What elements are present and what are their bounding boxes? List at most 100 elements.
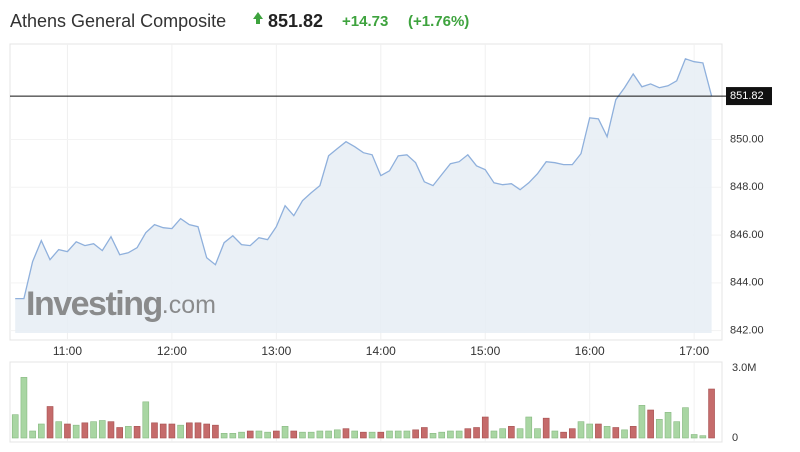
- y-tick-label: 850.00: [730, 133, 764, 145]
- volume-bar: [656, 419, 663, 439]
- last-price-label: 851.82: [730, 90, 764, 102]
- volume-bar: [316, 430, 324, 439]
- volume-bar: [159, 423, 167, 439]
- x-tick-label: 16:00: [575, 344, 605, 358]
- last-price: 851.82: [268, 11, 323, 31]
- x-tick-label: 17:00: [679, 344, 709, 358]
- area: [15, 58, 712, 334]
- watermark-suffix: .com: [162, 291, 216, 319]
- volume-bar: [229, 433, 237, 439]
- volume-bar: [203, 423, 211, 439]
- volume-bar: [586, 423, 593, 439]
- volume-bar: [168, 423, 176, 439]
- volume-bar: [290, 430, 298, 439]
- volume-bar: [560, 431, 567, 439]
- line: [15, 57, 713, 300]
- volume-bar: [508, 426, 515, 439]
- volume-bar: [516, 428, 524, 439]
- last-price-box: [726, 87, 772, 106]
- volume-bar: [464, 428, 472, 439]
- volume-bar: [220, 433, 228, 439]
- volume-bar: [325, 430, 332, 439]
- volume-bar: [499, 428, 506, 439]
- volume-bar: [81, 422, 89, 439]
- volume-bar: [151, 422, 158, 439]
- y-tick-label: 844.00: [730, 277, 764, 289]
- volume-bar: [429, 433, 437, 439]
- volume-bar: [629, 426, 637, 439]
- volume-bar: [699, 435, 707, 439]
- volume-bar: [490, 430, 498, 439]
- y-tick-label: 842.00: [730, 325, 764, 337]
- volume-bar: [246, 430, 254, 439]
- volume-frame: [9, 361, 723, 443]
- volume-bar: [333, 429, 341, 439]
- volume-bar: [447, 430, 454, 439]
- volume-bar: [11, 414, 19, 439]
- x-tick-label: 11:00: [53, 344, 82, 358]
- volume-bar: [98, 420, 106, 439]
- volume-bar: [46, 406, 54, 439]
- y-tick-label: 848.00: [730, 181, 764, 193]
- volume-bar: [20, 377, 28, 439]
- volume-tick-label: 0: [732, 432, 738, 444]
- volume-bar: [238, 431, 245, 439]
- volume-bar: [551, 430, 559, 439]
- plot-frame: [9, 43, 723, 341]
- volume-bar: [708, 388, 715, 439]
- volume-bar: [621, 429, 628, 439]
- x-tick-label: 15:00: [470, 344, 500, 358]
- volume-bar: [255, 430, 263, 439]
- volume-bar: [281, 426, 289, 439]
- volume-bar: [342, 428, 350, 439]
- volume-bar: [264, 431, 271, 439]
- volume-bar: [55, 421, 63, 439]
- volume-bar: [273, 430, 280, 439]
- volume-bar: [360, 431, 367, 439]
- volume-bar: [455, 430, 463, 439]
- volume-bar: [212, 424, 219, 439]
- volume-bar: [603, 426, 611, 439]
- y-tick-label: 846.00: [730, 229, 764, 241]
- volume-bar: [125, 426, 132, 439]
- change-percent: (+1.76%): [408, 13, 469, 30]
- volume-bar: [534, 428, 541, 439]
- volume-bar: [682, 407, 689, 439]
- watermark: Investing.com: [26, 285, 216, 323]
- volume-bar: [394, 430, 402, 439]
- volume-bar: [664, 412, 672, 439]
- volume-bar: [647, 409, 654, 439]
- volume-bar: [525, 416, 533, 439]
- volume-bar: [473, 427, 480, 439]
- volume-bar: [142, 401, 150, 439]
- change: +14.73: [342, 13, 388, 30]
- volume-bar: [194, 422, 202, 439]
- volume-bar: [386, 430, 393, 439]
- volume-bar: [351, 430, 358, 439]
- volume-bar: [595, 423, 602, 439]
- volume-bar: [690, 434, 698, 439]
- volume-bar: [638, 405, 646, 439]
- volume-bar: [412, 429, 419, 439]
- up-arrow: [253, 12, 263, 24]
- volume-bar: [307, 431, 315, 439]
- volume-bar: [612, 427, 620, 439]
- x-tick-label: 13:00: [261, 344, 291, 358]
- volume-bar: [177, 424, 184, 439]
- volume-bar: [421, 427, 428, 439]
- x-tick-label: 14:00: [366, 344, 396, 358]
- x-tick-label: 12:00: [157, 344, 187, 358]
- volume-bar: [403, 430, 411, 439]
- volume-bar: [186, 422, 193, 439]
- volume-bar: [438, 431, 446, 439]
- volume-bar: [481, 416, 489, 439]
- volume-bar: [72, 424, 80, 439]
- volume-bar: [107, 421, 115, 439]
- volume-bar: [368, 431, 376, 439]
- volume-bar: [542, 417, 550, 439]
- volume-tick-label: 3.0M: [732, 362, 756, 374]
- chart-title: Athens General Composite: [10, 11, 226, 31]
- volume-bar: [568, 428, 576, 439]
